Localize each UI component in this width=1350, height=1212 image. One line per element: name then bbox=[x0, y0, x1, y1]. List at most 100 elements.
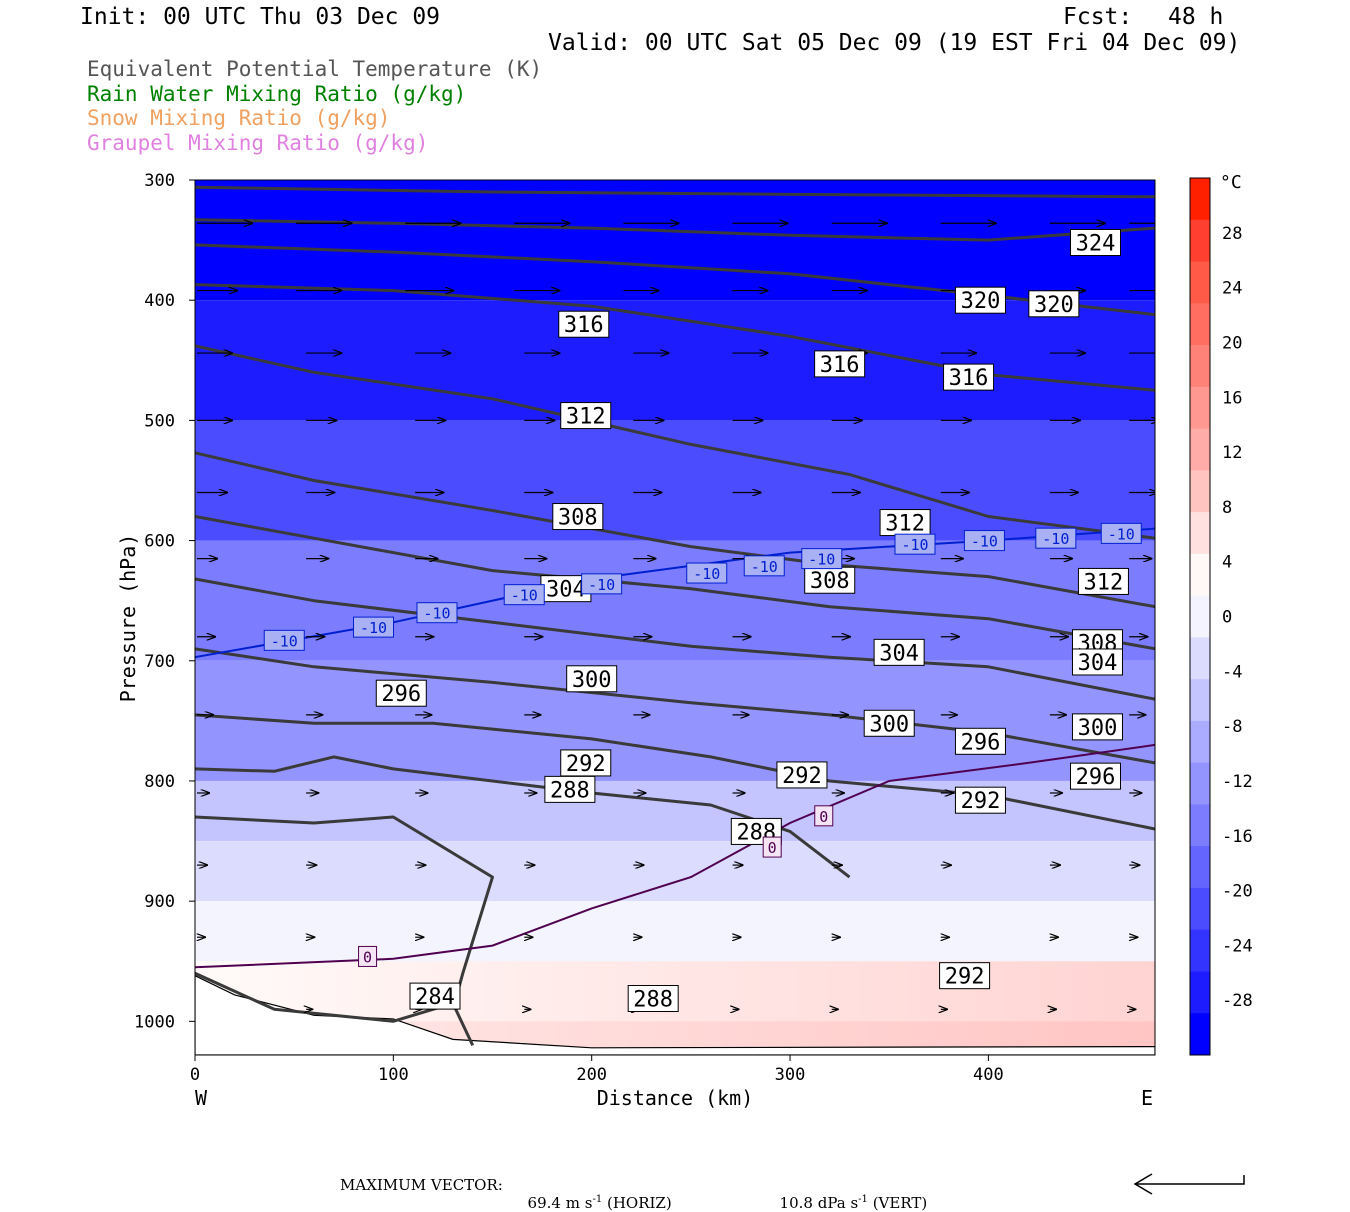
theta-e-label: 288 bbox=[730, 817, 782, 845]
colorbar-swatch bbox=[1190, 762, 1210, 805]
colorbar-swatch bbox=[1190, 261, 1210, 304]
theta-e-label: 292 bbox=[939, 962, 991, 990]
theta-e-label: 312 bbox=[1077, 567, 1129, 595]
colorbar-tick-label: 20 bbox=[1222, 333, 1242, 353]
colorbar-tick-label: -8 bbox=[1222, 717, 1242, 737]
theta-e-label-text: 312 bbox=[1084, 570, 1124, 595]
theta-e-label: 296 bbox=[1069, 762, 1121, 790]
theta-e-label: 292 bbox=[776, 761, 828, 789]
colorbar-swatch bbox=[1190, 470, 1210, 513]
theta-e-label: 316 bbox=[814, 350, 866, 378]
max-vector-vert: 10.8 dPa s-1 (VERT) bbox=[770, 1176, 928, 1212]
theta-e-label-text: 300 bbox=[869, 712, 909, 737]
max-vector-label: MAXIMUM VECTOR: bbox=[340, 1176, 503, 1194]
colorbar-tick-label: 0 bbox=[1222, 608, 1232, 628]
theta-e-label-text: 308 bbox=[558, 506, 598, 531]
temperature-label: -10 bbox=[1100, 522, 1142, 544]
colorbar-swatch bbox=[1190, 219, 1210, 263]
colorbar-swatch bbox=[1190, 386, 1210, 430]
theta-e-label-text: 308 bbox=[810, 569, 850, 594]
legend-graupel: Graupel Mixing Ratio (g/kg) bbox=[87, 131, 429, 155]
colorbar-swatch bbox=[1190, 929, 1210, 972]
theta-e-label: 288 bbox=[544, 775, 596, 803]
temperature-label: 0 bbox=[358, 945, 378, 967]
temperature-contour bbox=[195, 743, 1155, 969]
theta-e-label-text: 296 bbox=[961, 730, 1001, 755]
temperature-label-text: -10 bbox=[1042, 530, 1069, 548]
theta-e-label-text: 300 bbox=[572, 668, 612, 693]
temperature-label-text: -10 bbox=[1108, 525, 1135, 543]
temperature-label: 0 bbox=[762, 836, 782, 858]
vert-value: 10.8 bbox=[779, 1194, 813, 1212]
horiz-tag: (HORIZ) bbox=[606, 1194, 672, 1212]
theta-e-contour bbox=[195, 971, 475, 1047]
colorbar-swatch bbox=[1190, 428, 1210, 471]
temperature-label: -10 bbox=[801, 548, 843, 570]
theta-e-label: 284 bbox=[409, 982, 461, 1010]
colorbar-swatch bbox=[1190, 804, 1210, 847]
x-tick-label: 300 bbox=[775, 1065, 806, 1085]
theta-e-label: 324 bbox=[1069, 229, 1121, 257]
colorbar-tick-label: -28 bbox=[1222, 991, 1253, 1011]
theta-e-label: 312 bbox=[560, 402, 612, 430]
colorbar-tick-label: -20 bbox=[1222, 882, 1253, 902]
colorbar-frame bbox=[1189, 177, 1211, 1056]
theta-e-contour bbox=[195, 577, 1155, 701]
theta-e-label-text: 296 bbox=[381, 682, 421, 707]
temperature-label-text: -10 bbox=[511, 587, 538, 605]
temperature-label-text: 0 bbox=[363, 948, 372, 966]
temperature-label-text: -10 bbox=[271, 632, 298, 650]
theta-e-label-text: 316 bbox=[949, 366, 989, 391]
theta-e-label: 300 bbox=[566, 665, 618, 693]
theta-e-label-text: 292 bbox=[961, 789, 1001, 814]
temperature-label: -10 bbox=[263, 629, 305, 651]
colorbar-swatch bbox=[1190, 1013, 1210, 1056]
theta-e-label: 292 bbox=[560, 749, 612, 777]
theta-e-label: 316 bbox=[558, 310, 610, 338]
temperature-label-text: 0 bbox=[819, 808, 828, 826]
x-tick-label: 200 bbox=[576, 1065, 607, 1085]
y-tick-label: 300 bbox=[144, 171, 175, 191]
y-tick-label: 600 bbox=[144, 532, 175, 552]
x-dir-east: E bbox=[1141, 1086, 1153, 1110]
theta-e-label-text: 312 bbox=[566, 405, 606, 430]
temperature-band bbox=[195, 180, 1155, 301]
theta-e-label-text: 324 bbox=[1076, 232, 1116, 257]
temperature-band bbox=[195, 841, 1155, 902]
temperature-label-text: -10 bbox=[423, 605, 450, 623]
theta-e-contour bbox=[195, 243, 1155, 317]
theta-e-label-text: 304 bbox=[879, 641, 919, 666]
theta-e-label-text: 288 bbox=[633, 988, 673, 1013]
theta-e-label-text: 304 bbox=[546, 578, 586, 603]
y-tick-label: 1000 bbox=[134, 1012, 175, 1032]
vert-tag: (VERT) bbox=[872, 1194, 928, 1212]
colorbar-swatch bbox=[1190, 595, 1210, 638]
plot-frame bbox=[194, 179, 1156, 1056]
temperature-label: -10 bbox=[353, 616, 395, 638]
theta-e-contour bbox=[195, 515, 1155, 651]
y-axis-title: Pressure (hPa) bbox=[116, 534, 140, 703]
theta-e-label-text: 284 bbox=[415, 985, 455, 1010]
colorbar-swatch bbox=[1190, 178, 1210, 221]
temperature-label: 0 bbox=[814, 805, 834, 827]
colorbar-unit: °C bbox=[1220, 172, 1242, 193]
theta-e-label: 312 bbox=[879, 509, 931, 537]
theta-e-label: 296 bbox=[375, 679, 427, 707]
legend-theta-e: Equivalent Potential Temperature (K) bbox=[87, 57, 543, 81]
colorbar-tick-label: 12 bbox=[1222, 443, 1242, 463]
theta-e-label-text: 292 bbox=[782, 764, 822, 789]
theta-e-label-text: 300 bbox=[1078, 716, 1118, 741]
theta-e-label: 292 bbox=[954, 786, 1006, 814]
theta-e-contour bbox=[195, 218, 1155, 242]
temperature-label-text: 0 bbox=[768, 839, 777, 857]
colorbar-tick-label: -24 bbox=[1222, 936, 1253, 956]
temperature-label-text: -10 bbox=[693, 565, 720, 583]
colorbar-swatch bbox=[1190, 303, 1210, 346]
colorbar-tick-label: -16 bbox=[1222, 827, 1253, 847]
horiz-unit: m s bbox=[565, 1194, 593, 1212]
colorbar-swatch bbox=[1190, 512, 1210, 555]
theta-e-label-text: 292 bbox=[566, 752, 606, 777]
temperature-label: -10 bbox=[894, 533, 936, 555]
init-time: Init: 00 UTC Thu 03 Dec 09 bbox=[80, 4, 441, 30]
valid-time: Valid: 00 UTC Sat 05 Dec 09 (19 EST Fri … bbox=[548, 30, 1241, 56]
